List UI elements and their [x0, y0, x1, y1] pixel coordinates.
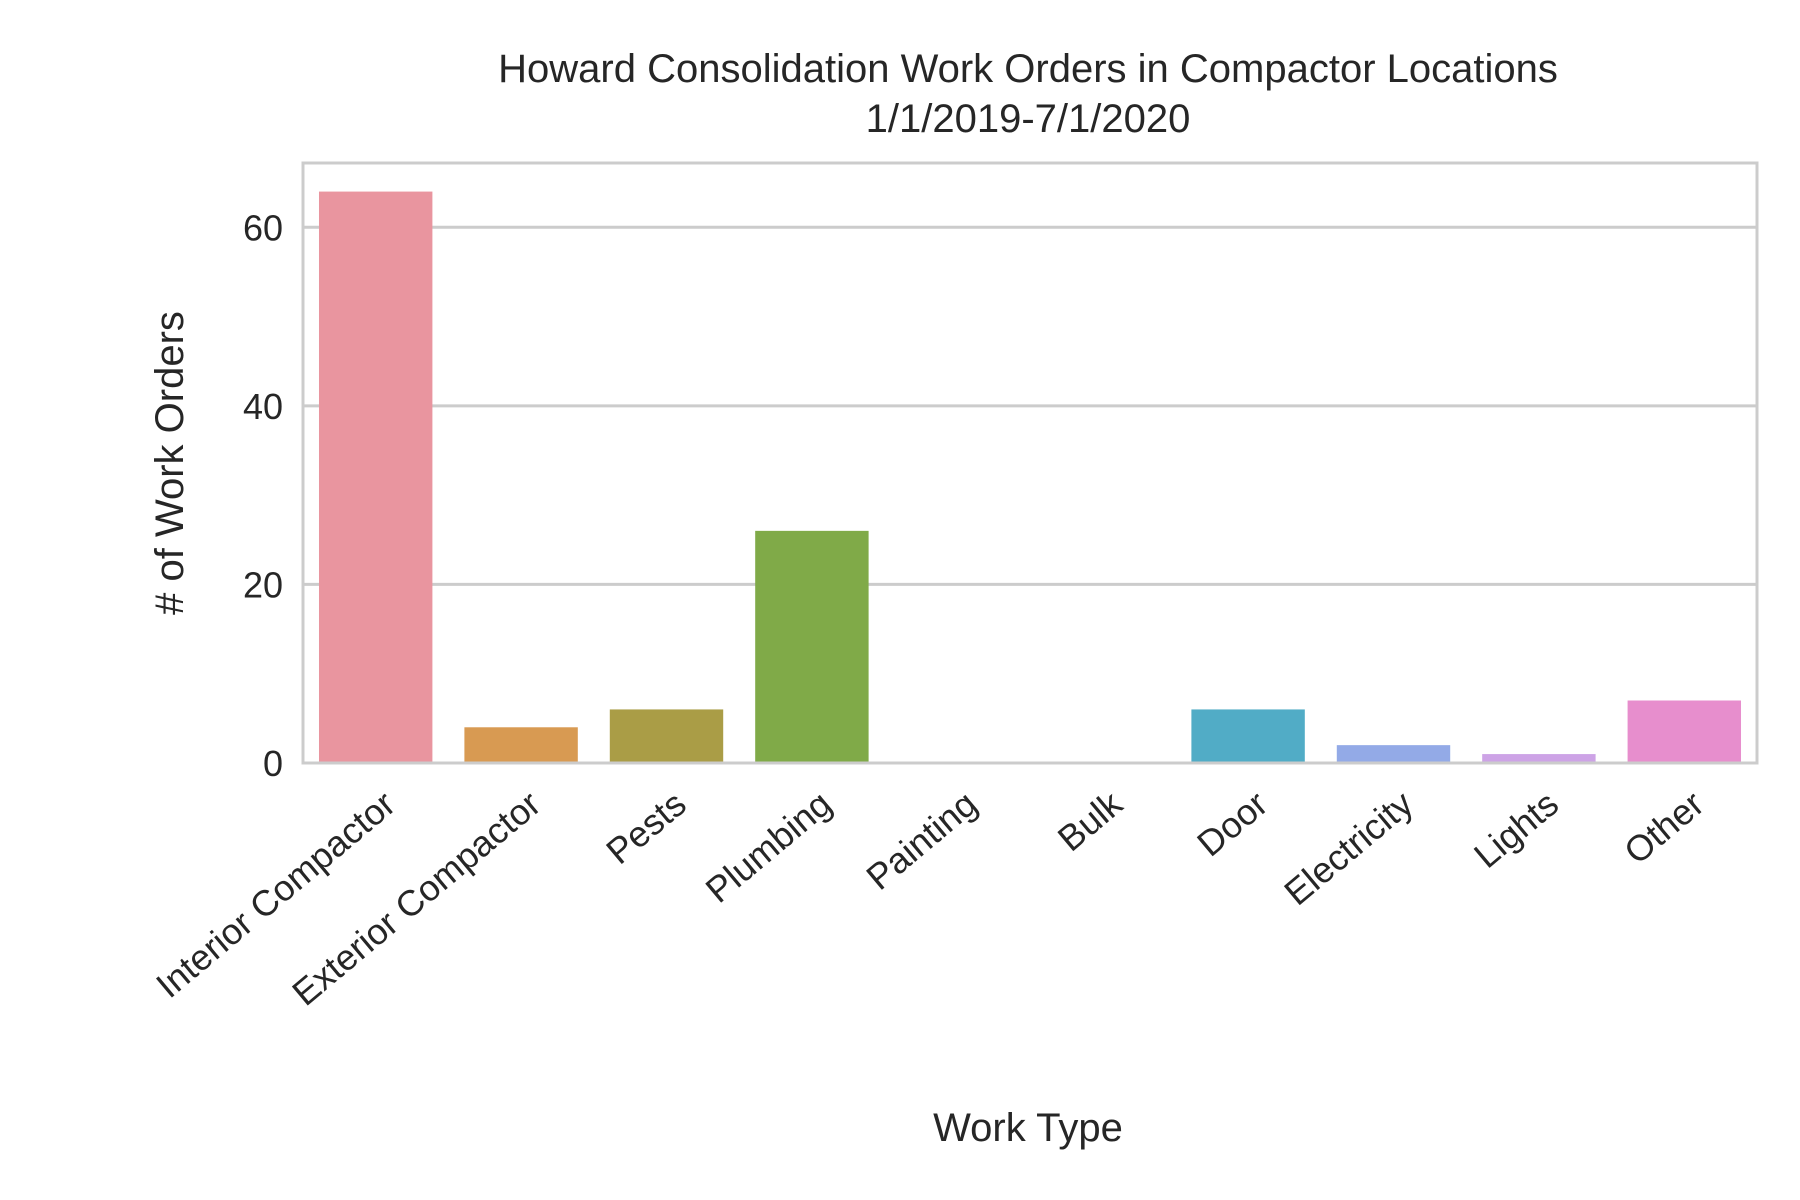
bar-pests [609, 709, 724, 763]
y-tick-labels: 0 20 40 60 [243, 207, 283, 784]
y-axis-label: # of Work Orders [148, 311, 192, 615]
y-tick-label: 0 [263, 743, 283, 784]
bar-exterior-compactor [464, 727, 578, 763]
x-axis-label: Work Type [933, 1106, 1123, 1150]
chart-subtitle: 1/1/2019-7/1/2020 [866, 97, 1191, 141]
bar-electricity [1336, 745, 1451, 763]
bars [318, 191, 1742, 764]
bar-interior-compactor [318, 191, 433, 764]
y-tick-label: 60 [243, 207, 283, 248]
y-tick-label: 20 [243, 564, 283, 605]
bar-lights [1482, 754, 1596, 763]
bar-door [1191, 709, 1305, 763]
plot-frame [301, 161, 1759, 765]
bar-plumbing [755, 530, 869, 763]
chart-title: Howard Consolidation Work Orders in Comp… [498, 47, 1558, 91]
y-tick-label: 40 [243, 386, 283, 427]
bar-other [1627, 700, 1742, 763]
